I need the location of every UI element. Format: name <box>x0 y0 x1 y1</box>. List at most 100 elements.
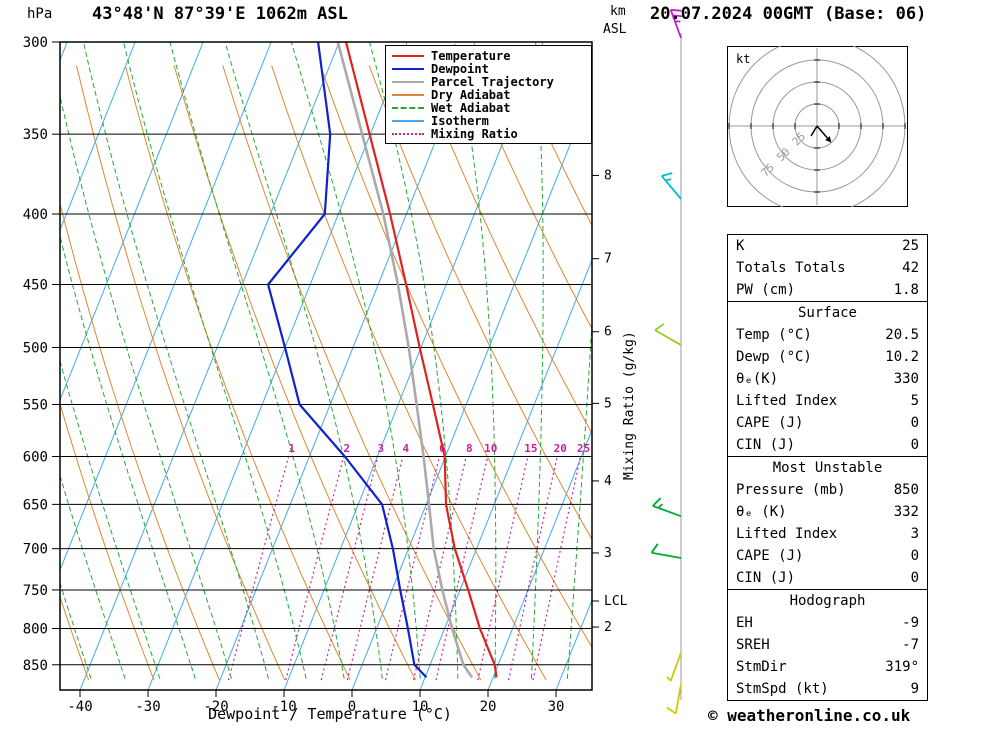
stats-value: 319° <box>885 659 919 675</box>
stats-table: K 25 Totals Totals 42 PW (cm) 1.8 Surface Temp … <box>727 234 928 701</box>
svg-text:4: 4 <box>403 442 410 455</box>
stats-label: Dewp (°C) <box>736 349 812 365</box>
stats-label: Lifted Index <box>736 526 838 542</box>
pressure-tick-label: 550 <box>23 397 48 413</box>
pressure-tick-label: 400 <box>23 207 48 223</box>
sounding-curves <box>267 42 498 679</box>
storm-motion-arrowhead <box>825 136 832 143</box>
hodograph-panel: 25 50 75 kt <box>727 37 908 215</box>
stats-value: 0 <box>910 437 919 453</box>
stats-label: CIN (J) <box>736 570 796 586</box>
temp-tick-label: 30 <box>548 699 565 715</box>
legend-line-swatch <box>392 67 424 70</box>
legend-line-swatch <box>392 93 424 96</box>
stats-row: StmSpd (kt) 9 <box>728 678 927 700</box>
stats-row: CAPE (J) 0 <box>728 412 927 434</box>
stats-label: CAPE (J) <box>736 415 804 431</box>
stats-value: 332 <box>893 504 919 520</box>
isotherm-lines <box>60 42 592 690</box>
wind-barb-column <box>650 8 684 715</box>
legend-item: Temperature <box>392 48 585 63</box>
km-ticks: 8 7 6 5 4 3 2 LCL <box>592 168 628 635</box>
legend-label: Wet Adiabat <box>431 100 511 115</box>
legend-item: Isotherm <box>392 113 585 128</box>
stats-value: 1.8 <box>893 282 919 298</box>
stats-label: Temp (°C) <box>736 327 812 343</box>
wind-barb <box>650 543 682 559</box>
temp-tick-label: -20 <box>203 699 228 715</box>
km-tick-label: 4 <box>604 474 612 489</box>
svg-text:10: 10 <box>484 442 497 455</box>
temperature-ticks: -40 -30 -20 -10 0 10 20 30 <box>67 690 564 715</box>
stats-value: 330 <box>893 371 919 387</box>
stats-label: StmDir <box>736 659 787 675</box>
mixing-ratio-axis-title: Mixing Ratio (g/kg) <box>622 331 637 480</box>
stats-value: 20.5 <box>885 327 919 343</box>
hodograph-unit-label: kt <box>736 52 750 66</box>
stats-value: 9 <box>910 681 919 697</box>
stats-section: Hodograph EH -9 SREH -7 StmDir 319° StmSpd (kt)… <box>727 589 928 701</box>
temp-tick-label: -10 <box>271 699 296 715</box>
wind-barb <box>666 684 682 715</box>
stats-section: Most Unstable Pressure (mb) 850 θₑ (K) 332 Li… <box>727 456 928 590</box>
stats-label: CAPE (J) <box>736 548 804 564</box>
stats-label: θₑ (K) <box>736 504 787 520</box>
legend-line-swatch <box>392 106 424 109</box>
wind-barb <box>652 497 682 518</box>
stats-value: 25 <box>902 238 919 254</box>
pressure-tick-label: 500 <box>23 340 48 356</box>
wet-adiabat-lines <box>60 42 592 679</box>
stats-row: θₑ(K) 330 <box>728 368 927 390</box>
km-tick-label: 6 <box>604 325 612 340</box>
lcl-label: LCL <box>604 594 628 609</box>
stats-label: Pressure (mb) <box>736 482 846 498</box>
legend-line-swatch <box>392 80 424 83</box>
pressure-tick-label: 700 <box>23 542 48 558</box>
stats-section-title: Surface <box>797 305 857 321</box>
svg-text:15: 15 <box>524 442 537 455</box>
legend-label: Isotherm <box>431 113 489 128</box>
stats-row: Temp (°C) 20.5 <box>728 324 927 346</box>
km-tick-label: 2 <box>604 620 612 635</box>
hodograph-ring-tick <box>750 59 884 193</box>
legend-item: Dry Adiabat <box>392 87 585 102</box>
stats-label: Totals Totals <box>736 260 846 276</box>
stats-row: EH -9 <box>728 612 927 634</box>
km-tick-label: 5 <box>604 396 612 411</box>
wind-barb <box>669 8 684 39</box>
stats-value: 5 <box>910 393 919 409</box>
legend-line-swatch <box>392 132 424 135</box>
stats-row: CIN (J) 0 <box>728 434 927 456</box>
legend-item: Wet Adiabat <box>392 100 585 115</box>
stats-value: 0 <box>910 570 919 586</box>
run-datetime: 20.07.2024 00GMT (Base: 06) <box>650 4 927 24</box>
stats-row: SREH -7 <box>728 634 927 656</box>
stats-label: Lifted Index <box>736 393 838 409</box>
stats-row: Pressure (mb) 850 <box>728 479 927 501</box>
dewpoint-curve <box>267 42 428 679</box>
legend-label: Parcel Trajectory <box>431 74 554 89</box>
stats-row: StmDir 319° <box>728 656 927 678</box>
stats-value: 0 <box>910 415 919 431</box>
legend-label: Temperature <box>431 48 511 63</box>
svg-text:25: 25 <box>577 442 590 455</box>
legend-item: Dewpoint <box>392 62 585 76</box>
plot-frame <box>59 41 593 691</box>
stats-row: Dewp (°C) 10.2 <box>728 346 927 368</box>
pressure-tick-label: 600 <box>23 450 48 466</box>
legend-label: Mixing Ratio <box>431 126 518 141</box>
asl-axis-unit: ASL <box>603 22 627 37</box>
stats-row: CIN (J) 0 <box>728 567 927 589</box>
km-axis-unit: km <box>610 4 626 19</box>
stats-row: Lifted Index 5 <box>728 390 927 412</box>
stats-label: θₑ(K) <box>736 371 779 387</box>
temp-tick-label: 10 <box>412 699 429 715</box>
svg-text:20: 20 <box>554 442 567 455</box>
stats-label: SREH <box>736 637 770 653</box>
legend-line-swatch <box>392 119 424 122</box>
temp-tick-label: 0 <box>348 699 356 715</box>
svg-text:3: 3 <box>377 442 384 455</box>
km-tick-label: 8 <box>604 168 612 183</box>
legend-label: Dry Adiabat <box>431 87 511 102</box>
hodograph-ring-tick <box>794 103 840 149</box>
